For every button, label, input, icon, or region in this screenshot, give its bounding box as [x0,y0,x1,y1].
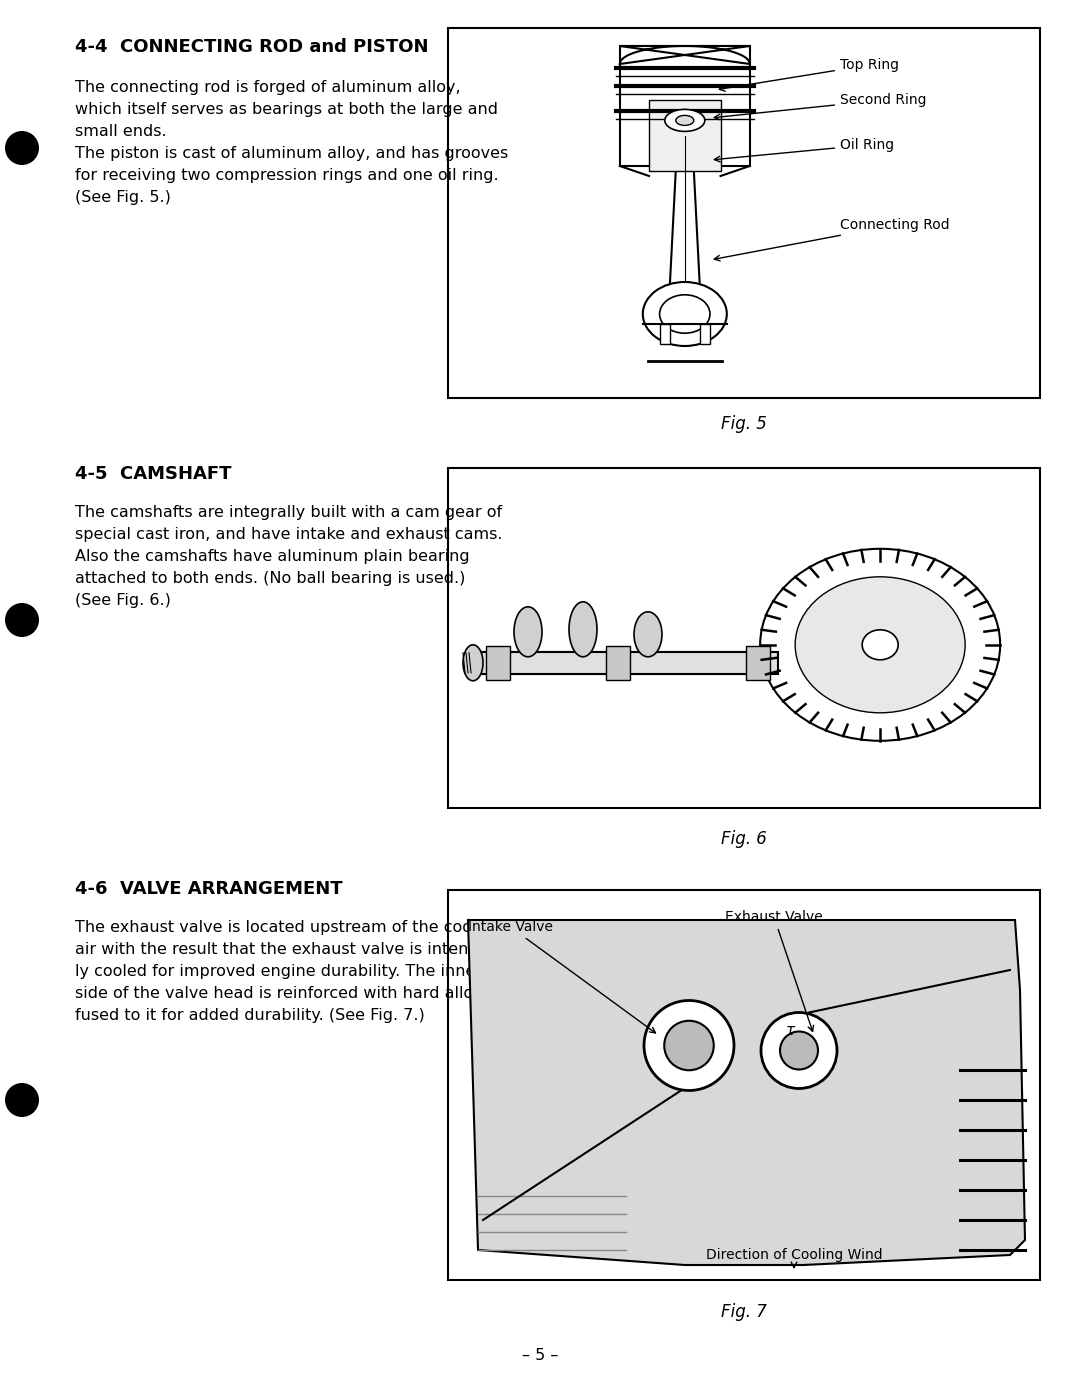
Bar [448,28,1040,398]
Text: Also the camshafts have aluminum plain bearing: Also the camshafts have aluminum plain b… [75,549,470,564]
Text: for receiving two compression rings and one oil ring.: for receiving two compression rings and … [75,168,499,183]
Ellipse shape [634,611,662,656]
Polygon shape [620,46,750,64]
Circle shape [5,1083,39,1117]
Text: Connecting Rod: Connecting Rod [714,218,949,261]
Circle shape [644,1001,734,1090]
Text: air with the result that the exhaust valve is intensive-: air with the result that the exhaust val… [75,942,507,958]
Text: (See Fig. 5.): (See Fig. 5.) [75,190,171,205]
Polygon shape [468,920,1025,1265]
Text: Fig. 6: Fig. 6 [721,831,767,847]
Text: 4-6  VALVE ARRANGEMENT: 4-6 VALVE ARRANGEMENT [75,879,342,898]
Circle shape [5,131,39,165]
Text: The exhaust valve is located upstream of the cooling: The exhaust valve is located upstream of… [75,920,501,935]
Ellipse shape [760,549,1000,741]
Text: Second Ring: Second Ring [714,94,927,120]
Ellipse shape [643,282,727,346]
Ellipse shape [862,630,899,660]
Text: (See Fig. 6.): (See Fig. 6.) [75,593,171,609]
Bar [746,646,770,680]
Ellipse shape [660,295,710,334]
Text: attached to both ends. (No ball bearing is used.): attached to both ends. (No ball bearing … [75,571,465,586]
Text: Oil Ring: Oil Ring [714,138,894,162]
Ellipse shape [795,577,966,713]
Text: $\tau$: $\tau$ [785,1023,797,1039]
Text: Direction of Cooling Wind: Direction of Cooling Wind [705,1248,882,1262]
Text: side of the valve head is reinforced with hard alloy: side of the valve head is reinforced wit… [75,986,483,1001]
Bar [473,652,779,674]
Text: The camshafts are integrally built with a cam gear of: The camshafts are integrally built with … [75,505,502,519]
Circle shape [664,1020,714,1071]
Circle shape [780,1032,818,1069]
Bar [606,646,630,680]
Text: special cast iron, and have intake and exhaust cams.: special cast iron, and have intake and e… [75,528,502,542]
Text: fused to it for added durability. (See Fig. 7.): fused to it for added durability. (See F… [75,1008,424,1023]
Text: ly cooled for improved engine durability. The inner: ly cooled for improved engine durability… [75,965,482,979]
Bar [448,891,1040,1280]
Text: Top Ring: Top Ring [719,59,899,91]
Text: Intake Valve: Intake Valve [468,920,656,1033]
Bar [649,101,720,170]
Text: Fig. 5: Fig. 5 [721,415,767,433]
Bar [620,46,750,166]
Text: small ends.: small ends. [75,124,166,140]
Circle shape [761,1012,837,1089]
Text: – 5 –: – 5 – [522,1349,558,1362]
Text: 4-4  CONNECTING ROD and PISTON: 4-4 CONNECTING ROD and PISTON [75,38,429,56]
Ellipse shape [514,607,542,656]
Text: Exhaust Valve: Exhaust Valve [725,910,823,1032]
Circle shape [5,603,39,637]
Text: which itself serves as bearings at both the large and: which itself serves as bearings at both … [75,102,498,117]
Polygon shape [670,131,700,286]
Text: The piston is cast of aluminum alloy, and has grooves: The piston is cast of aluminum alloy, an… [75,147,509,161]
Text: Fig. 7: Fig. 7 [721,1302,767,1321]
Bar [700,324,710,343]
Ellipse shape [676,116,693,126]
Bar [660,324,670,343]
Text: The connecting rod is forged of aluminum alloy,: The connecting rod is forged of aluminum… [75,80,461,95]
Ellipse shape [463,645,483,681]
Bar [448,468,1040,808]
Text: 4-5  CAMSHAFT: 4-5 CAMSHAFT [75,465,231,483]
Bar [486,646,510,680]
Ellipse shape [665,109,705,131]
Ellipse shape [569,602,597,656]
